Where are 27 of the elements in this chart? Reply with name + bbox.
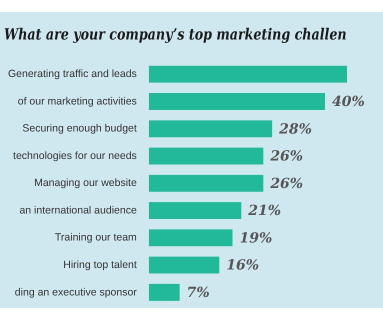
y-tick-label: of our marketing activities bbox=[18, 95, 137, 108]
y-tick-label: Training our team bbox=[54, 232, 138, 244]
bar bbox=[148, 229, 232, 246]
data-label: 40% bbox=[332, 94, 365, 110]
y-tick-label: Securing enough budget bbox=[22, 122, 137, 135]
bar bbox=[148, 66, 347, 83]
y-tick-label: ding an executive sponsor bbox=[14, 286, 138, 298]
y-tick-label: Managing our website bbox=[34, 177, 137, 190]
bar bbox=[148, 256, 220, 274]
bar bbox=[148, 202, 242, 220]
y-tick-label: Hiring top talent bbox=[63, 258, 137, 271]
data-label: 7% bbox=[186, 285, 210, 302]
bar bbox=[148, 284, 180, 301]
y-tick-label: technologies for our needs bbox=[13, 150, 137, 162]
bar bbox=[148, 120, 272, 138]
bar bbox=[148, 93, 325, 110]
data-label: 21% bbox=[247, 203, 282, 220]
data-label: 19% bbox=[239, 230, 272, 246]
chart-title: What are your company’s top marketing challen bbox=[4, 26, 347, 44]
data-label: 26% bbox=[269, 176, 304, 192]
bar bbox=[148, 174, 264, 192]
data-label: 28% bbox=[278, 121, 312, 138]
y-tick-label: an international audience bbox=[19, 204, 137, 216]
data-label: 26% bbox=[269, 148, 304, 165]
data-label: 16% bbox=[226, 258, 260, 274]
y-tick-label: Generating traffic and leads bbox=[8, 68, 137, 80]
bar bbox=[148, 148, 264, 164]
